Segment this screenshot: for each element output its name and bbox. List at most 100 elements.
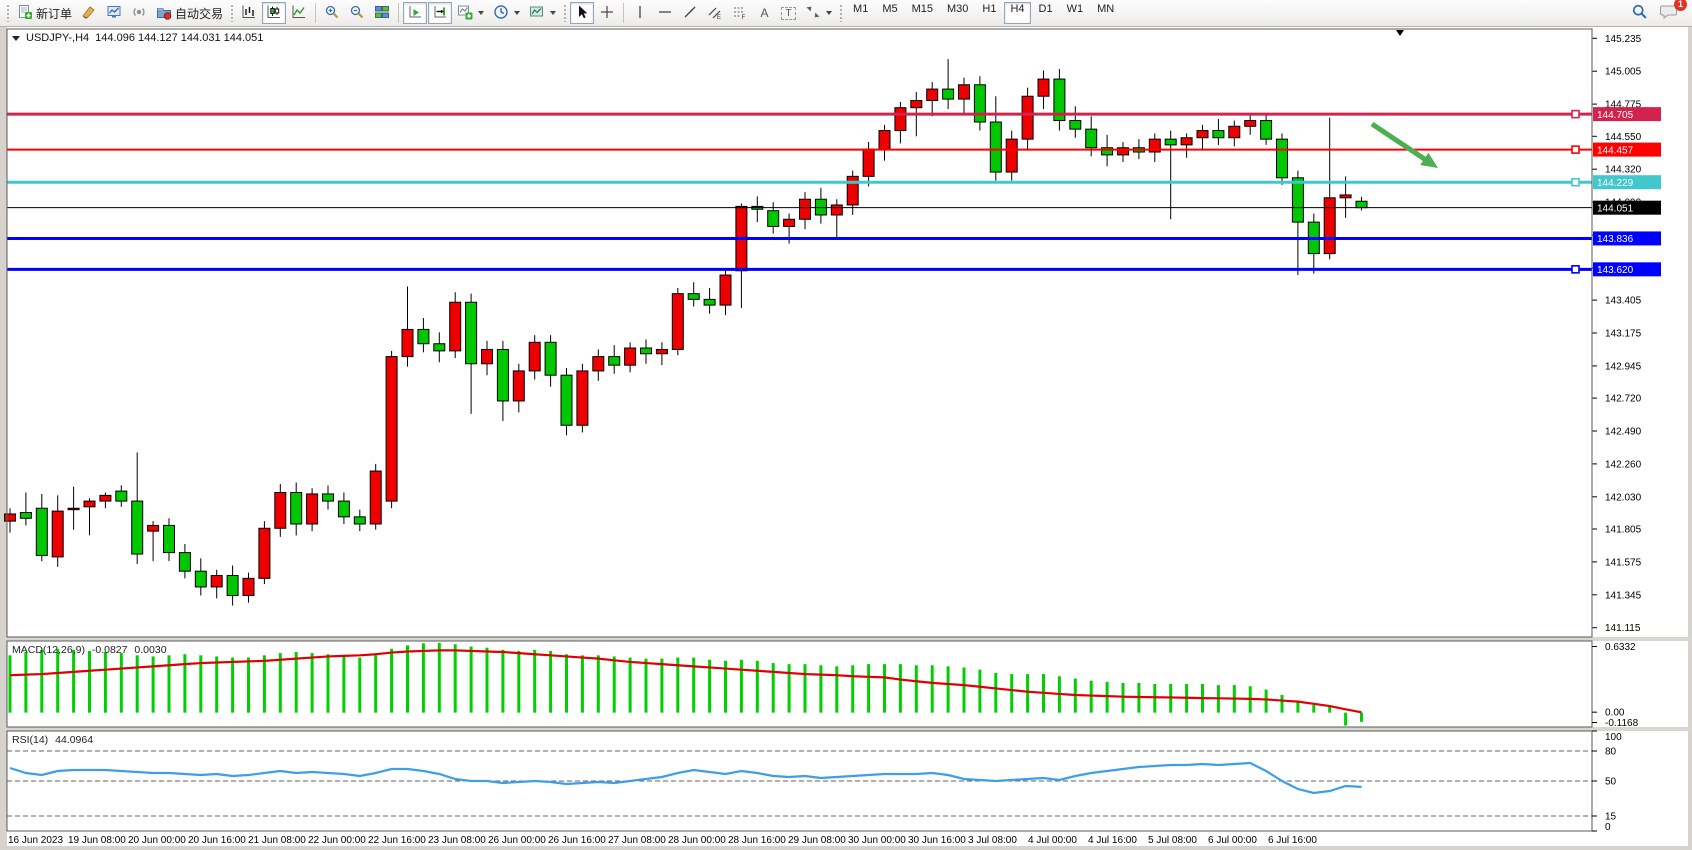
candle — [1212, 130, 1225, 139]
timeframe-d1[interactable]: D1 — [1038, 3, 1053, 15]
notifications-button[interactable]: 1 — [1656, 0, 1687, 24]
candle — [306, 493, 319, 525]
candle — [19, 512, 32, 519]
candle — [1101, 147, 1114, 156]
svg-text:145.005: 145.005 — [1605, 67, 1642, 78]
candle — [942, 88, 955, 100]
clock-icon — [493, 4, 509, 23]
svg-text:30 Jun 00:00: 30 Jun 00:00 — [848, 835, 906, 846]
timeframe-m30[interactable]: M30 — [947, 3, 969, 15]
auto-scroll-button[interactable] — [403, 2, 428, 24]
candle — [1260, 120, 1273, 140]
toolbar-grip[interactable] — [230, 4, 235, 22]
candle — [481, 348, 493, 365]
vertical-line-button[interactable] — [628, 2, 652, 24]
arrows-tool-button[interactable] — [801, 2, 836, 24]
svg-text:6 Jul 00:00: 6 Jul 00:00 — [1208, 835, 1257, 846]
auto-trading-button[interactable]: 自动交易 — [152, 2, 227, 24]
window-left-edge — [0, 27, 7, 850]
new-order-button[interactable]: 新订单 — [13, 2, 76, 24]
candle — [767, 210, 780, 227]
candle — [274, 492, 287, 529]
candle — [592, 356, 605, 372]
timeframe-w1[interactable]: W1 — [1066, 3, 1084, 15]
text-label-tool-button[interactable]: T — [777, 2, 800, 24]
search-button[interactable] — [1627, 2, 1652, 24]
cursor-icon — [574, 4, 590, 23]
trendline-button[interactable] — [678, 2, 702, 24]
candle — [989, 121, 1002, 173]
svg-text:0: 0 — [1605, 822, 1611, 833]
candle — [1339, 194, 1352, 199]
candlestick-chart-button[interactable] — [262, 2, 287, 24]
candle — [35, 507, 48, 556]
tile-windows-button[interactable] — [370, 2, 394, 24]
timeframe-h1[interactable]: H1 — [982, 3, 997, 15]
candle — [910, 100, 923, 109]
line-chart-button[interactable] — [287, 2, 311, 24]
template-button[interactable] — [525, 2, 560, 24]
candle — [67, 507, 80, 511]
svg-text:141.805: 141.805 — [1605, 524, 1642, 535]
rsi-axis: 100 80 50 150 — [1592, 730, 1622, 833]
period-button[interactable] — [489, 2, 524, 24]
candle — [417, 328, 430, 345]
svg-text:0.6332: 0.6332 — [1605, 642, 1636, 653]
timeframe-m15[interactable]: M15 — [911, 3, 933, 15]
svg-text:142.720: 142.720 — [1605, 394, 1642, 405]
time-axis-labels: 16 Jun 2023 19 Jun 08:00 20 Jun 00:00 20 Ju… — [8, 835, 1317, 846]
chart-wizard-button[interactable] — [77, 2, 101, 24]
chart-shift-button[interactable] — [428, 2, 453, 24]
svg-text:23 Jun 08:00: 23 Jun 08:00 — [428, 835, 486, 846]
timeframe-m5[interactable]: M5 — [882, 3, 898, 15]
toolbar-grip[interactable] — [563, 4, 568, 22]
crosshair-button[interactable] — [595, 2, 619, 24]
timeframe-m1[interactable]: M1 — [853, 3, 869, 15]
toolbar-grip[interactable] — [839, 4, 844, 22]
candle — [799, 198, 811, 220]
line-chart-icon — [291, 4, 307, 23]
candle — [862, 148, 875, 177]
toolbar-grip[interactable] — [6, 4, 10, 22]
template-caret-icon — [550, 11, 557, 15]
macd-name: MACD(12,26,9) — [12, 644, 85, 656]
profiles-button[interactable] — [102, 2, 126, 24]
equidistant-channel-button[interactable]: E — [703, 2, 727, 24]
timeframe-h4[interactable]: H4 — [1004, 2, 1031, 24]
svg-text:142.260: 142.260 — [1605, 459, 1642, 470]
candle — [99, 494, 112, 502]
equidistant-channel-icon: E — [707, 4, 723, 23]
template-icon — [529, 4, 545, 23]
zoom-out-button[interactable] — [345, 2, 369, 24]
candle — [194, 570, 207, 588]
horizontal-line-button[interactable] — [653, 2, 677, 24]
panel-splitter — [7, 637, 1692, 641]
bar-chart-button[interactable] — [237, 2, 261, 24]
text-tool-button[interactable]: A — [753, 2, 776, 24]
svg-text:142.945: 142.945 — [1605, 361, 1642, 372]
zoom-in-button[interactable] — [320, 2, 344, 24]
window-right-edge — [1688, 27, 1692, 850]
candle — [1037, 78, 1050, 97]
vertical-line-icon — [632, 4, 648, 23]
svg-text:141.345: 141.345 — [1605, 590, 1642, 601]
candle — [814, 198, 827, 216]
candle — [846, 175, 859, 206]
candle — [687, 293, 700, 300]
chart-shift-icon — [432, 4, 448, 23]
macd-signal-line — [9, 649, 1362, 714]
timeframe-mn[interactable]: MN — [1097, 3, 1115, 15]
alerts-button[interactable] — [127, 2, 151, 24]
candle — [576, 370, 589, 426]
add-indicator-button[interactable] — [453, 2, 488, 24]
candle — [131, 500, 144, 555]
candle — [655, 348, 668, 355]
symbol-dropdown-icon[interactable] — [12, 35, 20, 41]
fibonacci-button[interactable]: F — [728, 2, 752, 24]
svg-text:142.490: 142.490 — [1605, 426, 1642, 437]
candle — [1228, 125, 1241, 139]
text-tool-label: A — [760, 6, 769, 20]
speaker-icon — [131, 4, 147, 23]
cursor-button[interactable] — [570, 2, 595, 24]
